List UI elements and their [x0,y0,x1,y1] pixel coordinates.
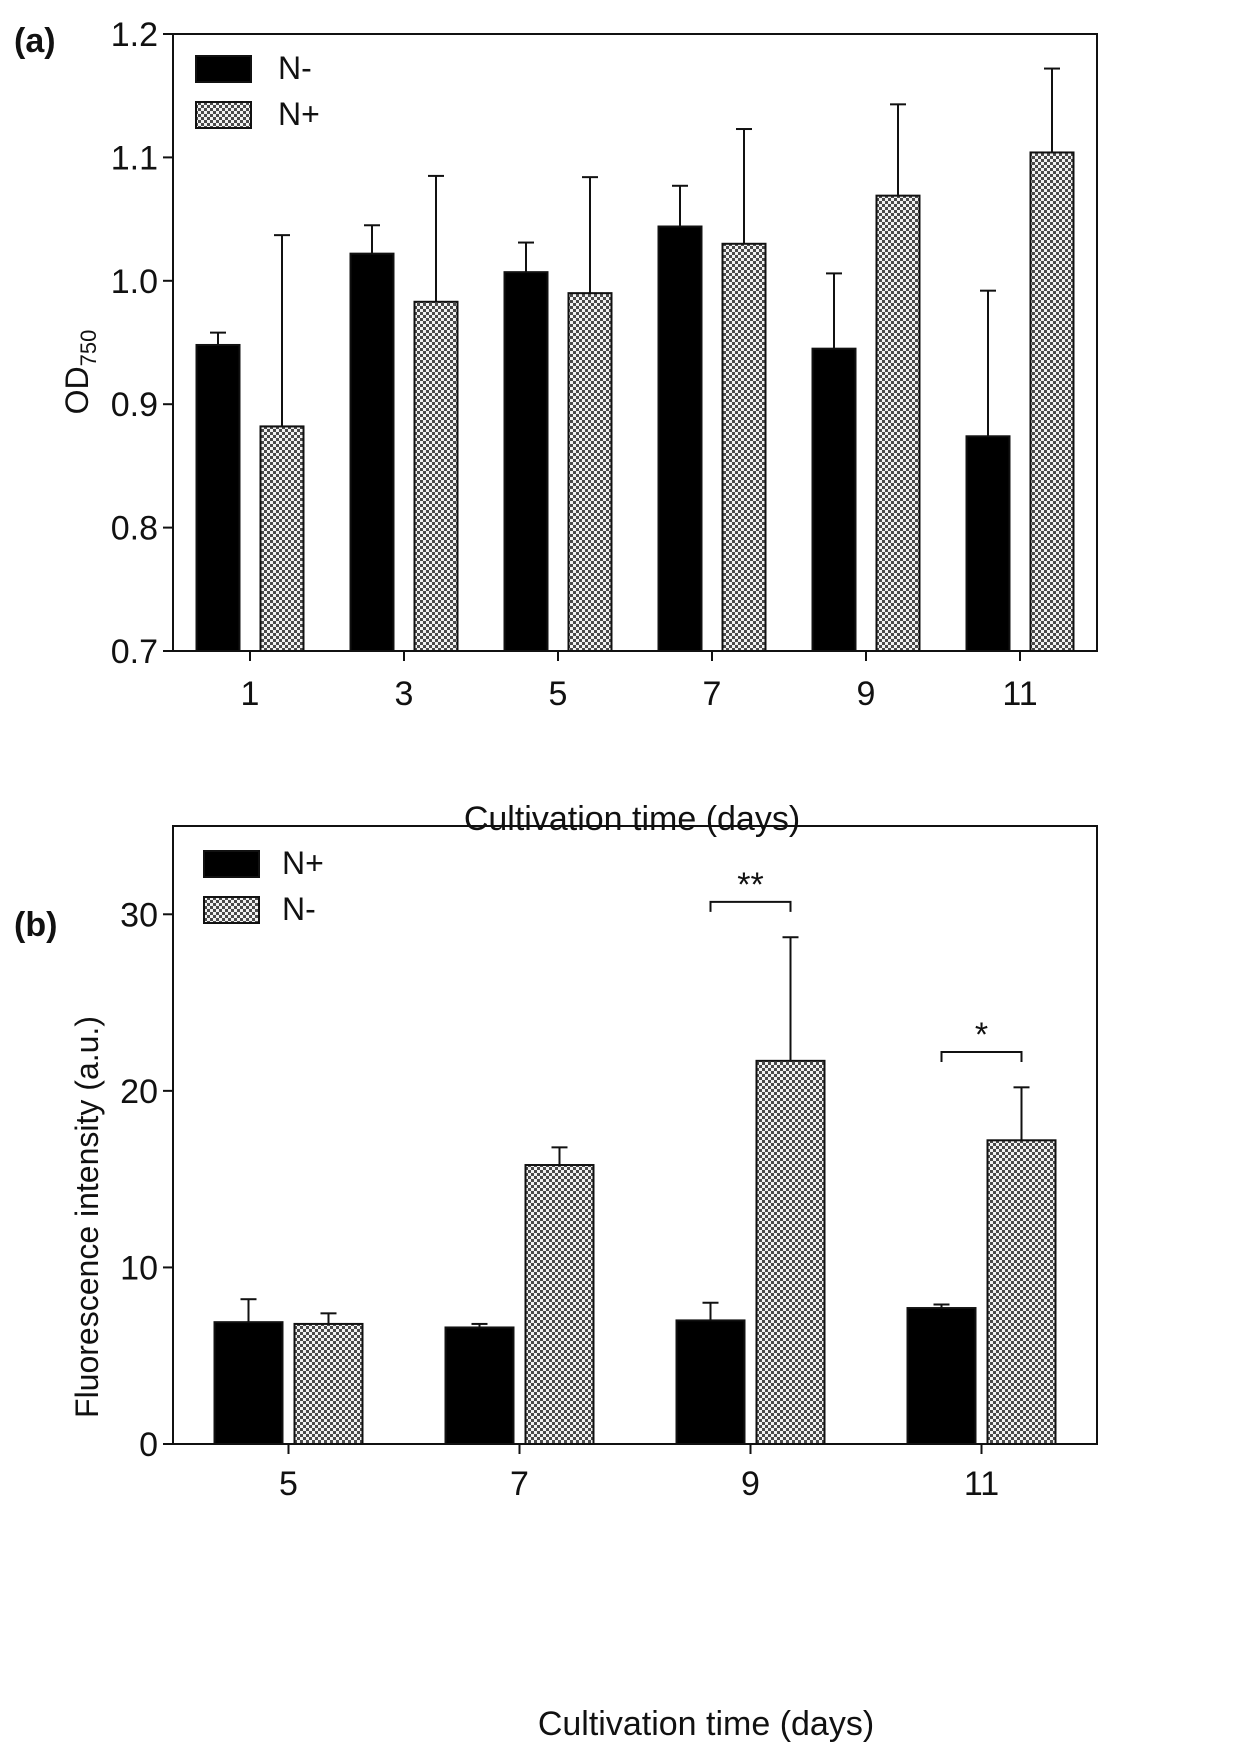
b-bar-N+ [906,1307,977,1446]
a-x-tick-label: 9 [857,675,876,713]
a-x-tick-label: 1 [241,675,260,713]
b-y-tick-label: 0 [139,1426,158,1464]
b-bar-N- [986,1139,1057,1445]
panel-b-x-axis-label: Cultivation time (days) [538,1705,874,1743]
a-x-tick-label: 11 [1002,675,1037,713]
a-bar-N- [503,271,549,652]
panel-b-label: (b) [14,906,57,944]
a-bar-N- [349,252,395,652]
a-bar-N- [965,435,1011,652]
a-x-tick-label: 5 [549,675,568,713]
panel-a-x-axis-label: Cultivation time (days) [464,800,800,838]
b-y-tick-label: 10 [120,1249,158,1287]
b-plot-frame [172,825,1098,1445]
b-bar-N+ [213,1321,284,1446]
b-significance-bracket [940,1051,1023,1063]
a-legend-swatch [195,101,252,129]
a-bar-N+ [413,300,459,652]
panel-a-y-axis-label: OD750 [59,330,101,415]
a-bar-N+ [875,194,921,653]
b-bar-N- [524,1164,595,1445]
b-x-tick-label: 11 [964,1465,999,1503]
panel-a-ylabel-main: OD [59,366,95,414]
panel-a-label: (a) [14,22,56,60]
b-legend-swatch [203,896,260,924]
a-bar-N+ [567,292,613,652]
b-legend-label: N+ [282,845,324,881]
b-significance-label: * [975,1016,988,1054]
a-bar-N+ [721,242,767,652]
a-legend-label: N- [278,50,312,86]
b-significance-bracket [709,900,792,912]
b-bar-N- [293,1322,364,1445]
b-y-tick-label: 30 [120,896,158,934]
b-x-tick-label: 5 [279,1465,298,1503]
b-bar-N- [755,1059,826,1445]
b-y-tick-label: 20 [120,1073,158,1111]
a-y-tick-label: 1.2 [111,16,158,54]
a-y-tick-label: 1.0 [111,263,158,301]
b-x-tick-label: 7 [510,1465,529,1503]
b-x-tick-label: 9 [741,1465,760,1503]
svg-text:OD750: OD750 [59,330,101,415]
b-bar-N+ [675,1319,746,1446]
a-x-tick-label: 3 [395,675,414,713]
a-x-tick-label: 7 [703,675,722,713]
a-bar-N- [811,347,857,652]
panel-a: (a) 0.70.80.91.01.11.21 3 5 7 9 11N-N+ OD750 … [14,16,1098,838]
a-legend-swatch [195,55,252,83]
a-y-tick-label: 1.1 [111,139,158,177]
a-bar-N+ [1029,151,1075,653]
a-bar-N- [195,343,241,652]
a-bar-N- [657,225,703,652]
a-plot-frame [172,33,1098,652]
a-y-tick-label: 0.7 [111,633,158,671]
panel-b-y-axis-label: Fluorescence intensity (a.u.) [69,1016,105,1418]
b-bar-N+ [444,1326,515,1446]
b-legend-swatch [203,850,260,878]
b-significance-label: ** [737,866,763,904]
b-legend-label: N- [282,891,316,927]
panel-a-plot: 0.7 0.8 0.9 1.0 1.1 1.2 1 3 5 7 9 11 N- N+ [111,16,1098,713]
a-y-tick-label: 0.9 [111,386,158,424]
a-y-tick-label: 0.8 [111,510,158,548]
panel-a-ylabel-sub: 750 [76,330,101,367]
a-bar-N+ [259,425,305,652]
a-legend-label: N+ [278,96,320,132]
